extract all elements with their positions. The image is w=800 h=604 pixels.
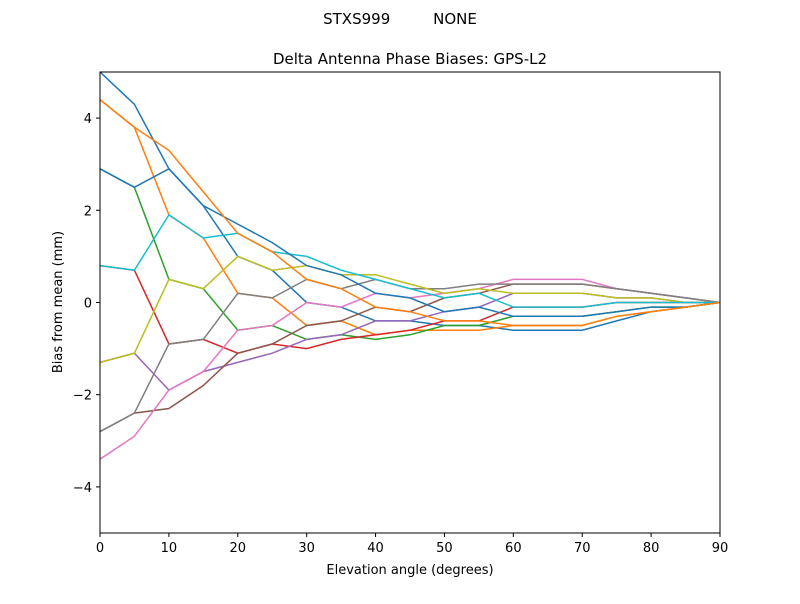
y-tick-label: 0 (84, 297, 92, 312)
y-tick-label: −2 (73, 389, 92, 404)
series-line-11 (100, 99, 720, 327)
x-tick-label: 10 (161, 541, 178, 556)
series-line-0 (100, 72, 720, 331)
series-line-6 (100, 278, 720, 460)
series-line-10 (100, 167, 720, 318)
chart-title: Delta Antenna Phase Biases: GPS-L2 (273, 50, 547, 68)
x-tick-label: 60 (505, 541, 522, 556)
x-axis-label: Elevation angle (degrees) (326, 563, 493, 578)
x-tick-label: 80 (643, 541, 660, 556)
x-tick-label: 30 (298, 541, 315, 556)
series-line-8 (100, 255, 720, 364)
chart-suptitle: STXS999 NONE (323, 10, 477, 28)
x-tick-label: 50 (436, 541, 453, 556)
x-axis: 0 10 20 30 40 50 60 70 80 90 (96, 533, 728, 556)
x-tick-label: 0 (96, 541, 104, 556)
series-line-5 (100, 283, 720, 433)
y-axis: −4 −2 0 2 4 (73, 112, 100, 496)
y-axis-label: Bias from mean (mm) (51, 231, 66, 373)
y-tick-label: −4 (73, 481, 92, 496)
series-layer (100, 72, 720, 460)
series-line-1 (100, 99, 720, 336)
x-tick-label: 40 (367, 541, 384, 556)
series-line-9 (100, 213, 720, 308)
y-tick-label: 2 (84, 204, 92, 219)
series-line-4 (100, 292, 720, 392)
x-tick-label: 20 (230, 541, 247, 556)
x-tick-label: 90 (712, 541, 729, 556)
x-tick-label: 70 (574, 541, 591, 556)
y-tick-label: 4 (84, 112, 92, 127)
